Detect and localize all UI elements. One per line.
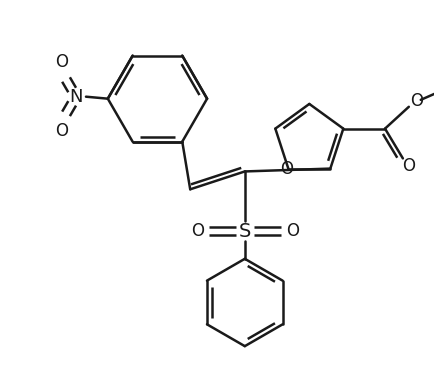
Text: O: O bbox=[410, 92, 423, 110]
Text: O: O bbox=[54, 122, 68, 141]
Text: O: O bbox=[191, 222, 204, 240]
Text: S: S bbox=[238, 221, 251, 240]
Text: O: O bbox=[280, 160, 293, 178]
Text: N: N bbox=[69, 88, 83, 106]
Text: O: O bbox=[54, 53, 68, 71]
Text: O: O bbox=[286, 222, 299, 240]
Text: O: O bbox=[402, 157, 416, 175]
